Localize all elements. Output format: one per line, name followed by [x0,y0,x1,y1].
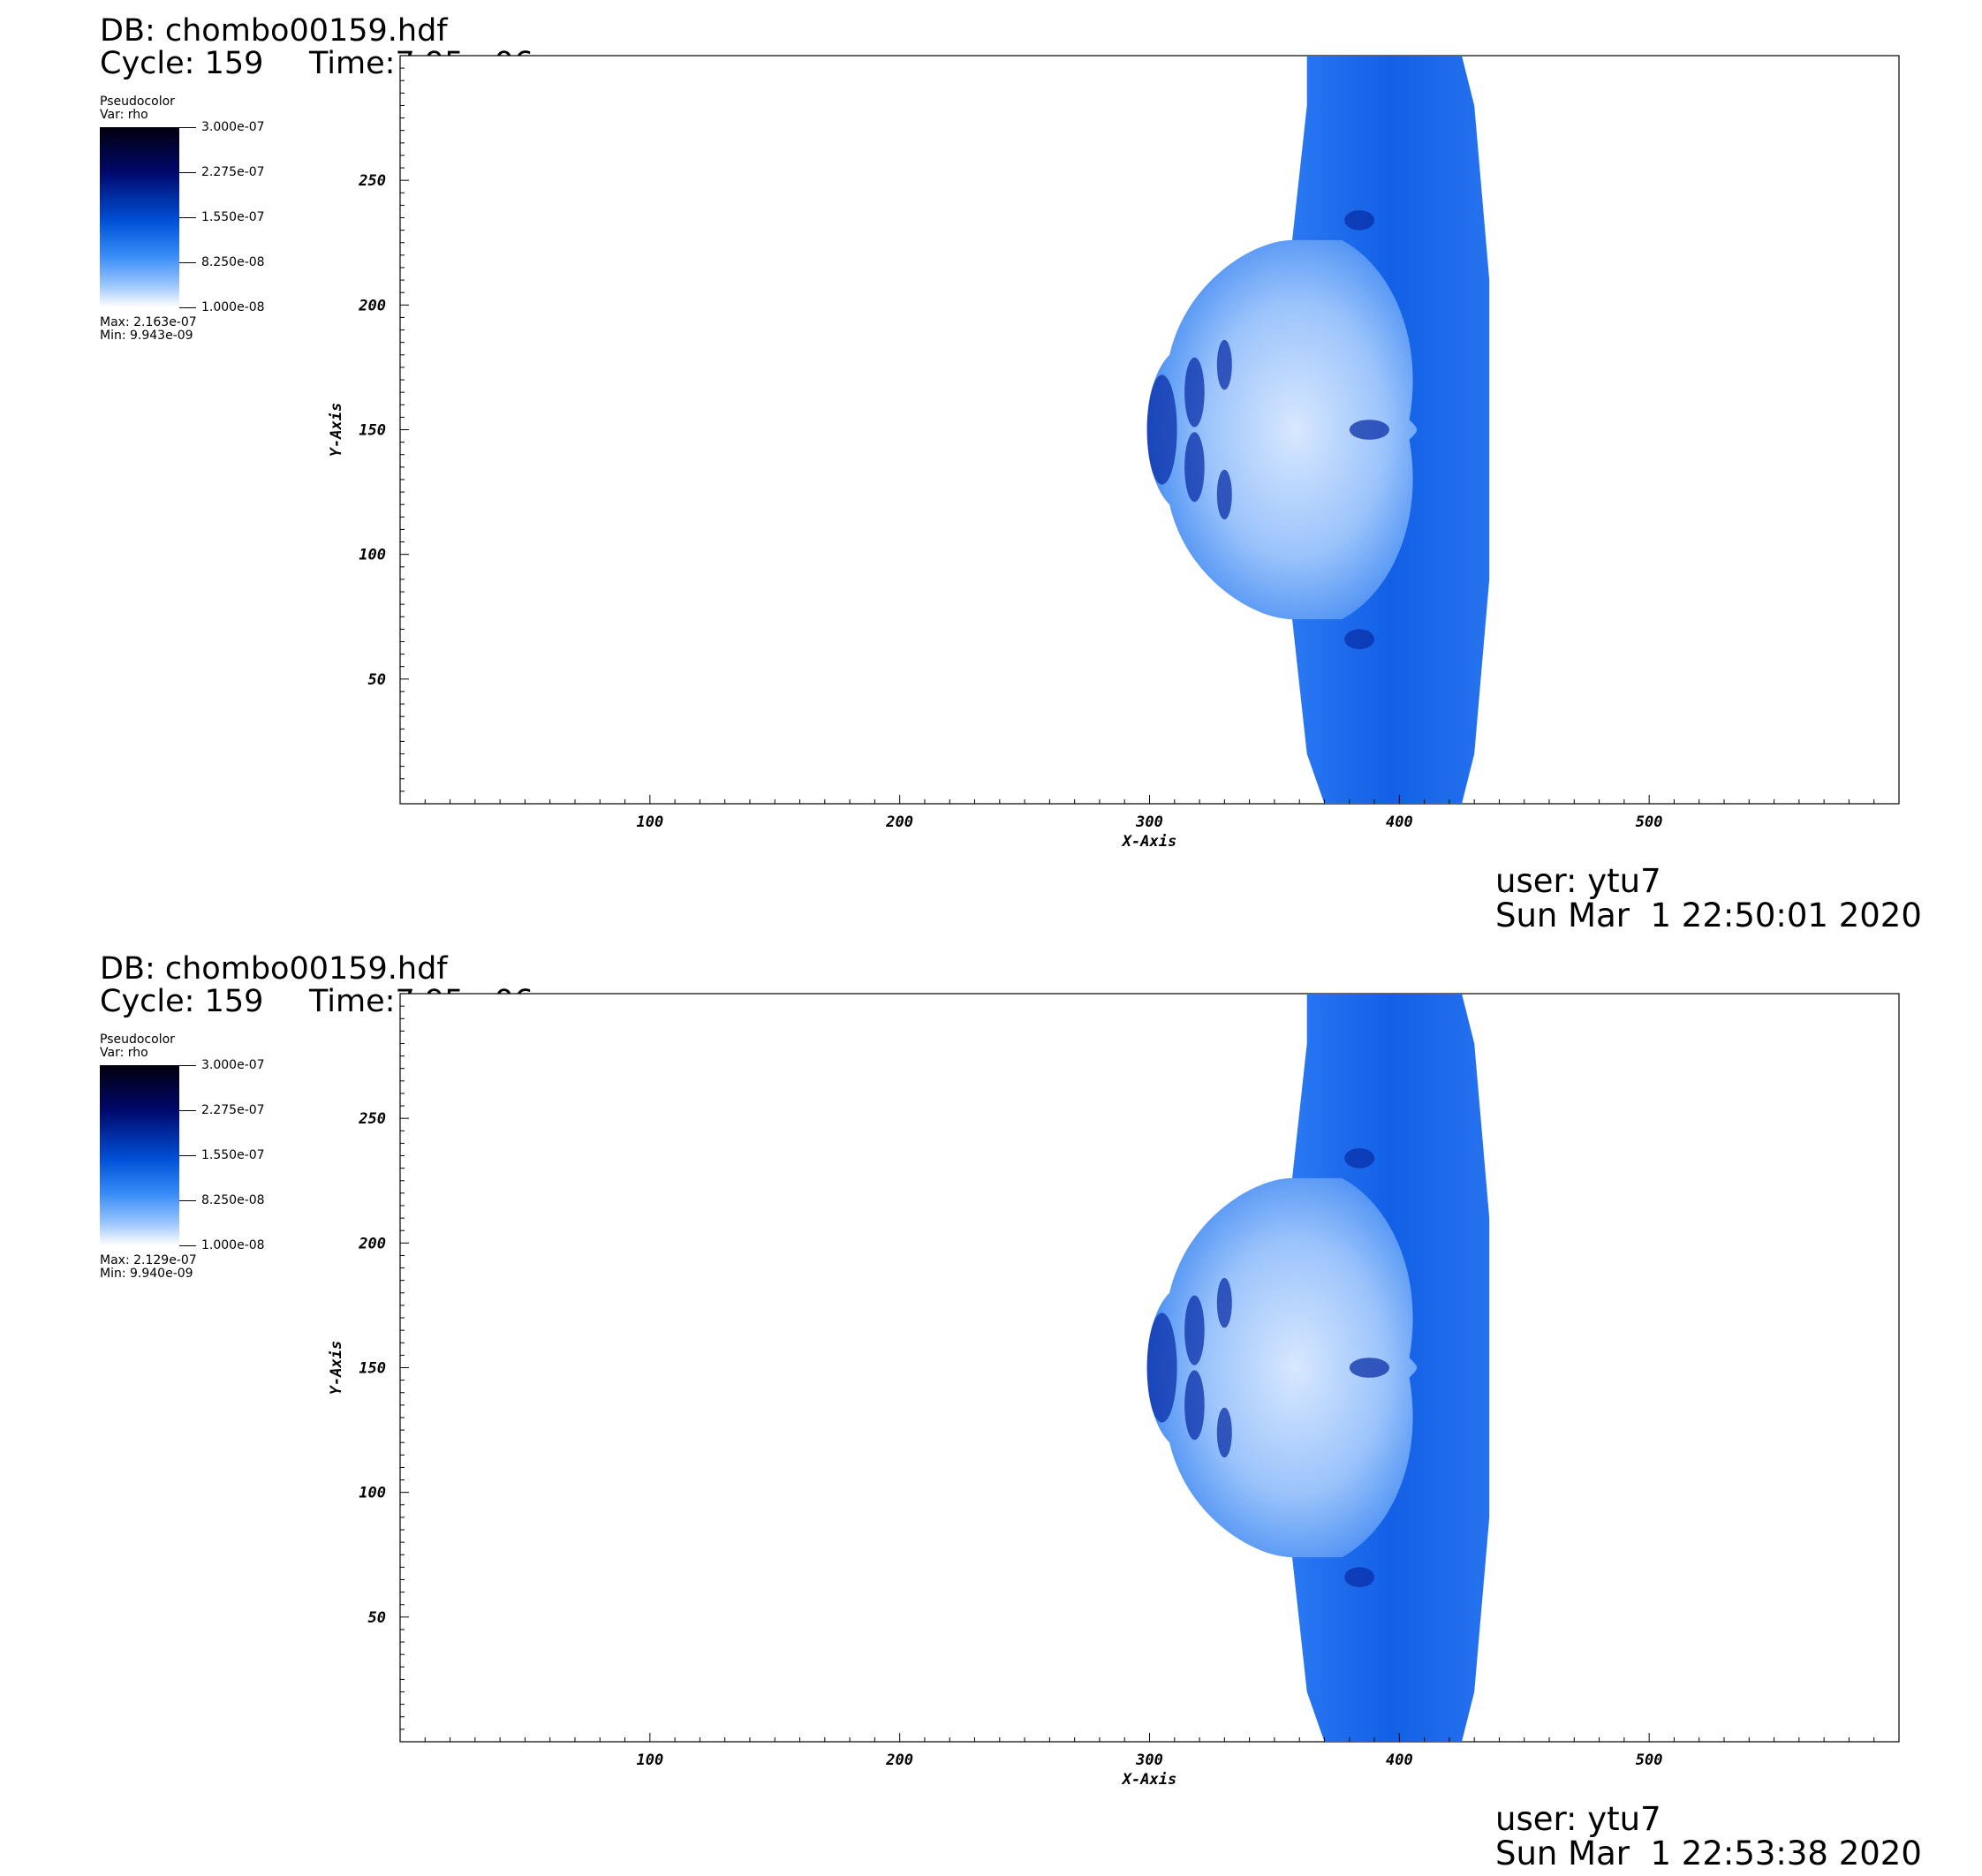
y-tick-label: 250 [358,172,386,190]
density-filament [1216,1277,1232,1328]
x-axis-label: X-Axis [1121,833,1176,851]
database-label: DB: chombo00159.hdf [100,13,448,49]
pseudocolor-plot: 100 200 300 400 500 50 100 150 200 250 X-Axis Y-Axi… [328,55,1900,851]
x-tick-label: 200 [885,1751,913,1769]
density-filament [1146,1312,1177,1423]
user-label: user: ytu7 [1495,862,1661,900]
y-tick-label: 200 [358,297,386,314]
y-tick-label: 150 [359,422,386,440]
legend-plot-type: Pseudocolor [100,95,175,109]
density-filament [1184,432,1205,503]
density-filament [1184,1295,1205,1365]
legend-variable: Var: rho [100,1046,148,1060]
colorbar-tick [179,217,196,218]
density-filament [1344,210,1375,231]
y-tick-label: 250 [358,1110,386,1128]
density-filament [1184,357,1205,427]
cycle-label: Cycle: 159 [100,984,264,1019]
legend-plot-type: Pseudocolor [100,1033,175,1047]
y-axis-label: Y-Axis [328,403,345,457]
density-field [1146,994,1490,1742]
shock-bubble [1146,239,1418,620]
colorbar [100,127,179,307]
user-label: user: ytu7 [1495,1800,1661,1838]
colorbar [100,1065,179,1245]
colorbar-tick [179,1110,196,1111]
colorbar-tick [179,1065,196,1066]
x-tick-label: 300 [1135,1751,1163,1769]
y-tick-label: 50 [368,1609,386,1627]
y-tick-label: 150 [359,1360,386,1378]
colorbar-tick-label: 2.275e-07 [201,1103,265,1117]
x-tick-label: 100 [636,1751,663,1769]
y-tick-label: 50 [368,671,386,689]
colorbar-tick-label: 2.275e-07 [201,165,265,179]
date-label: Sun Mar 1 22:50:01 2020 [1495,896,1922,934]
density-filament [1216,1407,1232,1458]
density-filament [1184,1370,1205,1441]
date-label: Sun Mar 1 22:53:38 2020 [1495,1834,1922,1872]
colorbar-tick-label: 1.000e-08 [201,300,265,314]
x-axis-label: X-Axis [1121,1771,1176,1789]
colorbar-tick [179,1200,196,1201]
visit-plot-panel-1: DB: chombo00159.hdf Cycle: 159 Time:7.95… [100,13,1922,934]
colorbar-tick [179,172,196,173]
density-filament [1146,374,1177,485]
x-tick-label: 500 [1636,813,1663,831]
colorbar-tick [179,127,196,128]
y-tick-label: 200 [358,1235,386,1252]
legend-max: Max: 2.163e-07 [100,315,197,329]
colorbar-tick-label: 8.250e-08 [201,255,265,269]
x-tick-label: 200 [885,813,913,831]
legend-min: Min: 9.940e-09 [100,1267,193,1281]
colorbar-tick [179,307,196,308]
colorbar-tick [179,1245,196,1246]
y-tick-label: 100 [359,547,386,564]
density-filament [1344,629,1375,649]
colorbar-tick-label: 3.000e-07 [201,120,265,134]
x-tick-label: 400 [1386,813,1413,831]
density-field [1146,56,1490,804]
x-tick-label: 400 [1386,1751,1413,1769]
x-tick-label: 300 [1135,813,1163,831]
pseudocolor-plot: 100 200 300 400 500 50 100 150 200 250 X-Axis Y-Axi… [328,993,1900,1789]
database-label: DB: chombo00159.hdf [100,951,448,987]
cycle-label: Cycle: 159 [100,46,264,81]
density-filament [1344,1567,1375,1587]
x-tick-label: 100 [636,813,663,831]
shock-bubble [1146,1177,1418,1558]
colorbar-tick [179,1155,196,1156]
colorbar-tick-label: 8.250e-08 [201,1193,265,1207]
visit-plot-panel-2: DB: chombo00159.hdf Cycle: 159 Time:7.95… [0,938,1982,1876]
x-tick-label: 500 [1636,1751,1663,1769]
y-axis-label: Y-Axis [328,1341,345,1395]
density-filament [1344,1148,1375,1169]
colorbar-tick [179,262,196,263]
legend-variable: Var: rho [100,108,148,122]
y-tick-label: 100 [359,1485,386,1502]
colorbar-tick-label: 1.550e-07 [201,210,265,224]
legend-min: Min: 9.943e-09 [100,329,193,343]
colorbar-tick-label: 3.000e-07 [201,1058,265,1072]
density-filament [1216,469,1232,520]
legend-max: Max: 2.129e-07 [100,1253,197,1267]
density-filament [1216,339,1232,390]
colorbar-tick-label: 1.550e-07 [201,1148,265,1162]
density-filament [1349,420,1389,440]
density-filament [1349,1358,1389,1378]
colorbar-tick-label: 1.000e-08 [201,1238,265,1252]
